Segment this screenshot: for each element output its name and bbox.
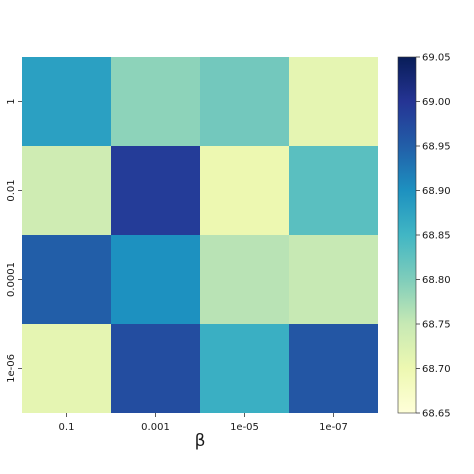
y-tick-label: 0.01 <box>6 179 17 201</box>
colorbar-tick-label: 68.75 <box>422 320 451 331</box>
y-tick-labels: 1 0.01 0.0001 1e-06 <box>6 98 22 383</box>
y-axis-label: λ <box>0 231 3 241</box>
heatmap-cell-r0-c3 <box>289 57 378 146</box>
colorbar-ticks: 68.65 68.70 68.75 68.80 68.85 68.90 68.95 69.00… <box>416 53 451 420</box>
heatmap-cell-r2-c3 <box>289 235 378 324</box>
heatmap-cell-r0-c1 <box>111 57 200 146</box>
heatmap-cell-r1-c2 <box>200 146 289 235</box>
heatmap-cells <box>22 57 378 413</box>
colorbar-tick-label: 68.65 <box>422 409 451 420</box>
heatmap-cell-r2-c2 <box>200 235 289 324</box>
heatmap-cell-r3-c3 <box>289 324 378 413</box>
heatmap-cell-r2-c0 <box>22 235 111 324</box>
colorbar <box>397 56 417 414</box>
x-axis-label: β <box>195 431 206 451</box>
heatmap-cell-r0-c0 <box>22 57 111 146</box>
heatmap-cell-r1-c1 <box>111 146 200 235</box>
heatmap-cell-r3-c2 <box>200 324 289 413</box>
heatmap-cell-r1-c0 <box>22 146 111 235</box>
colorbar-tick-label: 68.95 <box>422 142 451 153</box>
x-tick-label: 0.001 <box>141 422 170 433</box>
colorbar-tick-label: 68.85 <box>422 231 451 242</box>
heatmap-cell-r1-c3 <box>289 146 378 235</box>
x-tick-label: 0.1 <box>59 422 75 433</box>
colorbar-tick-label: 68.90 <box>422 186 451 197</box>
x-tick-label: 1e-07 <box>319 422 348 433</box>
y-tick-label: 0.0001 <box>6 262 17 297</box>
x-tick-label: 1e-05 <box>230 422 259 433</box>
colorbar-tick-label: 69.00 <box>422 97 451 108</box>
y-tick-label: 1e-06 <box>6 354 17 383</box>
heatmap-cell-r0-c2 <box>200 57 289 146</box>
heatmap-cell-r3-c0 <box>22 324 111 413</box>
colorbar-tick-label: 68.80 <box>422 275 451 286</box>
heatmap-cell-r2-c1 <box>111 235 200 324</box>
x-tick-labels: 0.1 0.001 1e-05 1e-07 <box>59 413 348 433</box>
colorbar-tick-label: 69.05 <box>422 53 451 64</box>
y-tick-label: 1 <box>6 98 17 104</box>
heatmap-cell-r3-c1 <box>111 324 200 413</box>
colorbar-tick-label: 68.70 <box>422 364 451 375</box>
